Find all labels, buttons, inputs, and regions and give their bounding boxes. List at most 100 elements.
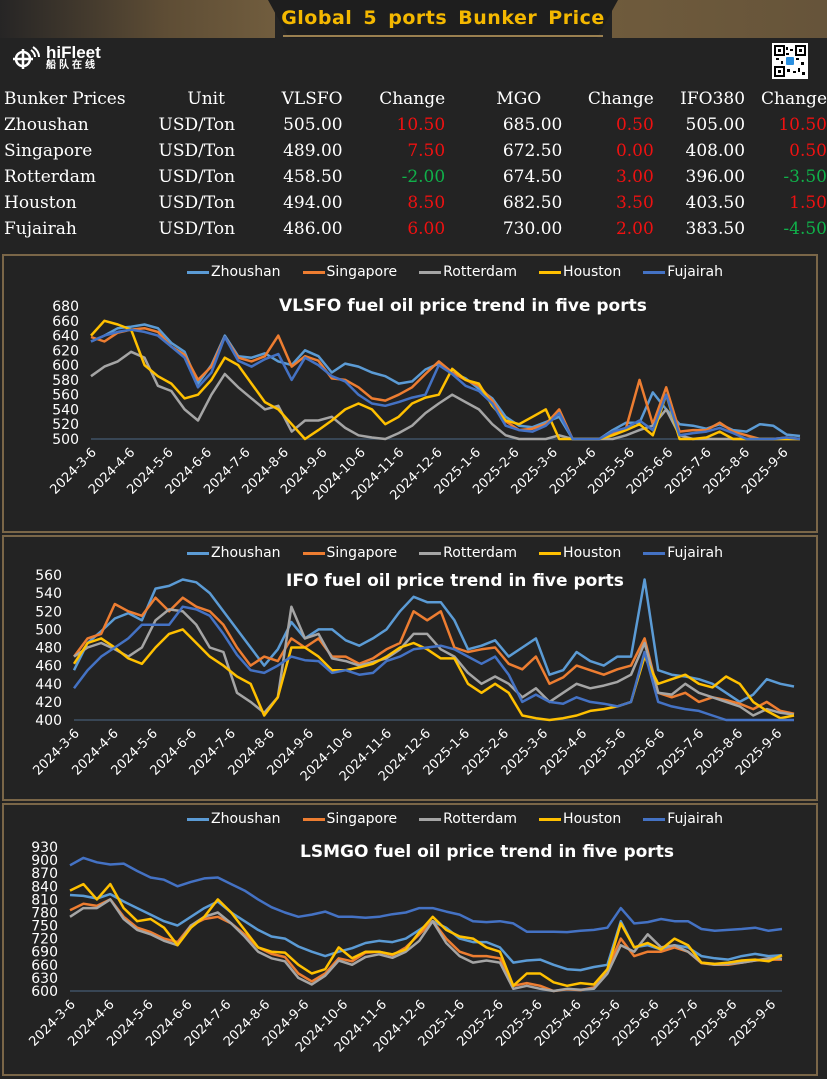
- series-line-singapore: [90, 326, 801, 441]
- legend-item-zhoushan: Zhoushan: [187, 264, 281, 280]
- legend-swatch: [419, 270, 442, 274]
- ifo380-change: -3.50: [783, 167, 827, 187]
- y-tick-label: 640: [52, 329, 79, 345]
- legend-label: Houston: [563, 545, 622, 561]
- y-tick-label: 560: [35, 568, 62, 584]
- table-row: Fujairah USD/Ton 486.00 6.00 730.00 2.00…: [4, 216, 827, 242]
- y-tick-label: 900: [31, 853, 58, 869]
- vlsfo-price: 458.50: [283, 167, 343, 187]
- vlsfo-change: 6.00: [407, 219, 446, 239]
- mgo-change: 3.00: [615, 167, 654, 187]
- legend-label: Houston: [563, 264, 622, 280]
- y-tick-label: 440: [35, 677, 62, 693]
- y-tick-label: 630: [31, 971, 58, 987]
- y-tick-label: 420: [35, 695, 62, 711]
- legend-swatch: [419, 551, 442, 555]
- lsmgo-chart-panel: 600 630 660 690 720 750 780 810 840 870 900 930 2024…: [2, 803, 818, 1076]
- y-tick-label: 520: [35, 604, 62, 620]
- legend-item-singapore: Singapore: [302, 264, 398, 280]
- series-line-houston: [69, 882, 783, 988]
- legend-label: Fujairah: [667, 545, 723, 561]
- port-name: Rotterdam: [4, 167, 97, 187]
- column-header: Change: [761, 89, 827, 109]
- column-header: IFO380: [680, 89, 746, 109]
- legend-item-rotterdam: Rotterdam: [419, 264, 517, 280]
- legend-label: Singapore: [326, 264, 398, 280]
- banner-left-decor: [0, 0, 275, 38]
- page-title: Global 5 ports Bunker Price: [281, 7, 605, 29]
- table-row: Singapore USD/Ton 489.00 7.50 672.50 0.0…: [4, 138, 827, 164]
- ifo380-change: -4.50: [783, 219, 827, 239]
- legend-swatch: [302, 817, 325, 821]
- vlsfo-change: 8.50: [407, 193, 446, 213]
- vlsfo-chart-panel: 500 520 540 560 580 600 620 640 660 680 2024-3-6 20…: [2, 254, 818, 533]
- legend-label: Fujairah: [667, 264, 723, 280]
- legend-label: Zhoushan: [211, 264, 281, 280]
- y-tick-label: 600: [52, 358, 79, 374]
- y-tick-label: 520: [52, 417, 79, 433]
- legend-label: Rotterdam: [443, 545, 518, 561]
- y-tick-label: 750: [31, 919, 58, 935]
- port-name: Zhoushan: [4, 115, 89, 135]
- legend-swatch: [187, 817, 209, 821]
- ifo380-price: 396.00: [685, 167, 746, 187]
- legend-swatch: [302, 551, 325, 555]
- series-line-fujairah: [69, 856, 783, 934]
- legend-swatch: [643, 270, 666, 274]
- series-line-fujairah: [90, 328, 801, 441]
- ifo380-change: 1.50: [789, 193, 827, 213]
- legend-item-houston: Houston: [539, 811, 621, 827]
- table-row: Houston USD/Ton 494.00 8.50 682.50 3.50 …: [4, 190, 827, 216]
- ifo380-change: 0.50: [789, 141, 827, 161]
- legend-label: Rotterdam: [443, 264, 518, 280]
- ifo380-price: 383.50: [685, 219, 746, 239]
- y-tick-label: 460: [35, 659, 62, 675]
- legend-label: Rotterdam: [443, 811, 518, 827]
- hifleet-logo: hiFleet 船队在线: [12, 44, 101, 71]
- chart-title: IFO fuel oil price trend in five ports: [286, 571, 624, 591]
- vlsfo-price: 486.00: [283, 219, 343, 239]
- y-tick-label: 600: [31, 984, 58, 1000]
- ifo380-price: 403.50: [685, 193, 746, 213]
- ifo-chart-panel: 400 420 440 460 480 500 520 540 560 2024-3-6 2024-…: [2, 535, 818, 801]
- vlsfo-price: 494.00: [283, 193, 343, 213]
- logo-subtitle: 船队在线: [46, 60, 98, 71]
- series-line-zhoushan: [72, 578, 795, 704]
- legend-label: Singapore: [326, 811, 398, 827]
- vlsfo-price: 505.00: [283, 115, 343, 135]
- legend-swatch: [539, 817, 562, 821]
- legend-swatch: [302, 270, 325, 274]
- legend-swatch: [643, 817, 666, 821]
- column-header: MGO: [496, 89, 542, 109]
- y-tick-label: 930: [31, 840, 58, 856]
- chart-legend: Zhoushan Singapore Rotterdam Houston Fujaira…: [187, 264, 745, 280]
- chart-plot-area: 6006306606907207507808108408709009302024…: [26, 840, 783, 1055]
- legend-label: Zhoushan: [211, 811, 281, 827]
- legend-swatch: [643, 551, 666, 555]
- chart-title: VLSFO fuel oil price trend in five ports: [279, 296, 647, 316]
- legend-item-fujairah: Fujairah: [643, 545, 723, 561]
- ifo380-price: 408.00: [685, 141, 746, 161]
- mgo-price: 730.00: [502, 219, 563, 239]
- series-line-houston: [72, 628, 795, 722]
- port-name: Fujairah: [4, 219, 77, 239]
- y-tick-label: 540: [35, 586, 62, 602]
- y-tick-label: 780: [31, 905, 58, 921]
- banner-center: [268, 0, 618, 38]
- legend-item-singapore: Singapore: [302, 545, 397, 561]
- mgo-change: 2.00: [615, 219, 654, 239]
- legend-item-singapore: Singapore: [302, 811, 398, 827]
- ifo380-price: 505.00: [685, 115, 746, 135]
- series-line-houston: [90, 319, 800, 441]
- y-tick-label: 620: [52, 343, 79, 359]
- y-tick-label: 480: [35, 641, 62, 657]
- legend-label: Zhoushan: [211, 545, 281, 561]
- chart-legend: Zhoushan Singapore Rotterdam Houston Fujaira…: [187, 545, 745, 561]
- y-tick-label: 560: [52, 388, 79, 404]
- table-row: Zhoushan USD/Ton 505.00 10.50 685.00 0.5…: [4, 112, 827, 138]
- y-tick-label: 680: [52, 299, 79, 315]
- column-header: VLSFO: [281, 89, 343, 109]
- legend-swatch: [539, 551, 562, 555]
- legend-swatch: [187, 551, 209, 555]
- vlsfo-change: -2.00: [401, 167, 446, 187]
